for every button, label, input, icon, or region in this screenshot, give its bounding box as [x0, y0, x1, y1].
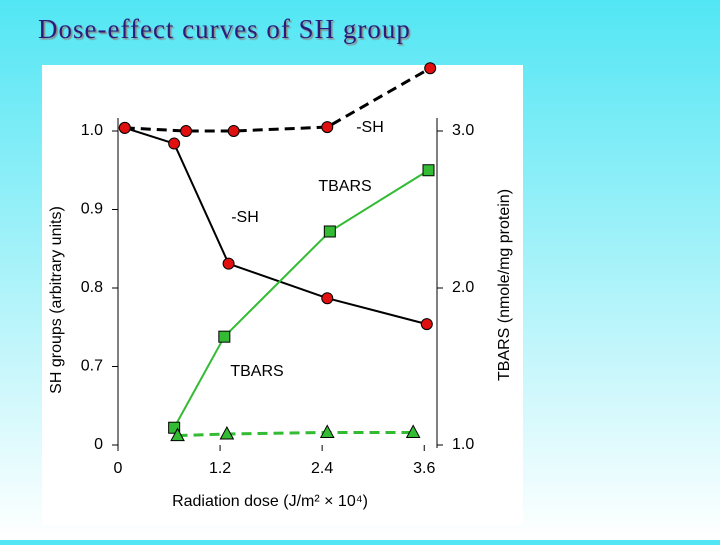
- marker: [323, 225, 336, 238]
- marker: [319, 424, 335, 438]
- y-tick-label: 0: [94, 436, 103, 453]
- marker: [420, 318, 433, 331]
- x-tick-label: 0: [114, 460, 123, 477]
- series-label: TBARS: [318, 178, 371, 195]
- y-tick-label: 0.8: [81, 279, 103, 296]
- x-tick-label: 2.4: [311, 460, 333, 477]
- marker: [168, 421, 181, 434]
- x-tick-label: 1.2: [209, 460, 231, 477]
- y2-axis-label: TBARS (nmole/mg protein): [496, 189, 513, 381]
- y-tick-label: 0.7: [81, 358, 103, 375]
- marker: [321, 121, 334, 134]
- series-line: [173, 169, 430, 429]
- marker: [405, 424, 421, 438]
- y-tick-label: 0.9: [81, 201, 103, 218]
- marker: [168, 137, 181, 150]
- series-line: [124, 66, 431, 133]
- marker: [118, 121, 131, 134]
- y2-tick-label: 1.0: [452, 436, 474, 453]
- marker: [227, 125, 240, 137]
- marker: [222, 257, 235, 270]
- marker: [422, 164, 435, 177]
- marker: [170, 427, 185, 442]
- y2-tick-label: 2.0: [452, 279, 474, 296]
- series-label: -SH: [356, 119, 384, 136]
- plot-panel: [42, 65, 523, 525]
- y-axis-label: SH groups (arbitrary units): [48, 206, 65, 394]
- chart-title: Dose-effect curves of SH group: [38, 14, 411, 44]
- marker: [321, 292, 334, 305]
- series-line: [177, 430, 414, 438]
- series-label: TBARS: [230, 363, 283, 380]
- marker: [218, 330, 231, 343]
- marker: [219, 425, 235, 440]
- marker: [424, 62, 437, 75]
- series-label: -SH: [231, 209, 259, 226]
- y-tick-label: 1.0: [81, 122, 103, 139]
- marker: [180, 125, 193, 137]
- x-tick-label: 3.6: [413, 460, 435, 477]
- y2-tick-label: 3.0: [452, 122, 474, 139]
- x-axis-label: Radiation dose (J/m² × 10⁴): [172, 493, 368, 510]
